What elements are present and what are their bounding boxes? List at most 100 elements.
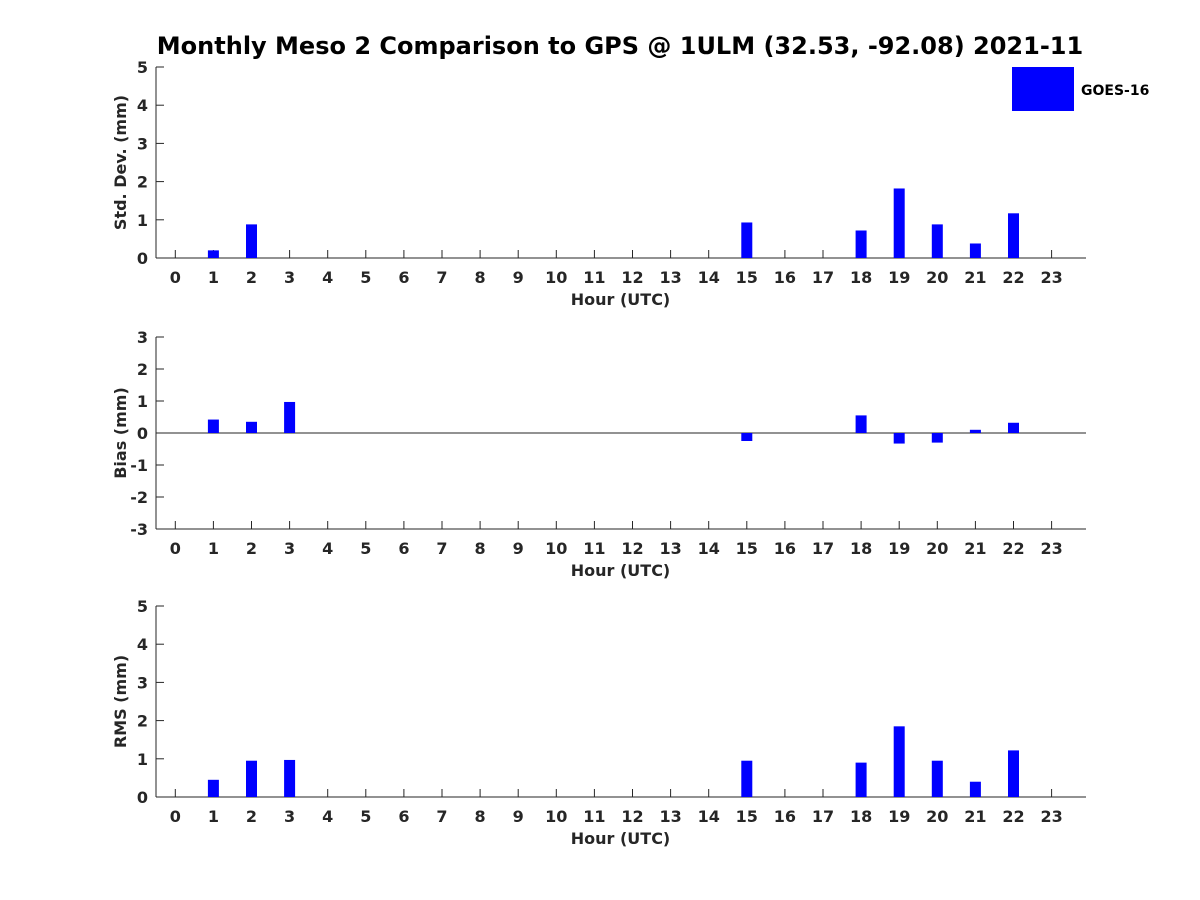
std-dev-bar-hour-21 [969, 243, 981, 258]
rms-x-tick-label: 9 [513, 807, 524, 826]
std-dev-y-axis-label: Std. Dev. (mm) [111, 95, 130, 230]
bias-x-tick-label: 4 [322, 539, 333, 558]
std-dev-x-tick-label: 21 [964, 268, 986, 287]
legend-label: GOES-16 [1081, 83, 1149, 99]
rms-x-tick-label: 16 [774, 807, 796, 826]
std-dev-x-tick-label: 17 [812, 268, 834, 287]
std-dev-x-tick-label: 12 [621, 268, 643, 287]
std-dev-x-tick-label: 15 [736, 268, 758, 287]
bias-x-tick-label: 9 [513, 539, 524, 558]
bias-x-tick-label: 17 [812, 539, 834, 558]
std-dev-x-tick-label: 9 [513, 268, 524, 287]
bias-y-tick-label: 1 [137, 392, 148, 411]
rms-bar-hour-21 [969, 781, 981, 797]
std-dev-x-tick-label: 5 [360, 268, 371, 287]
bias-x-tick-label: 1 [208, 539, 219, 558]
rms-x-tick-label: 12 [621, 807, 643, 826]
bias-bar-hour-15 [741, 433, 753, 441]
std-dev-x-tick-label: 8 [475, 268, 486, 287]
std-dev-x-tick-label: 2 [246, 268, 257, 287]
bias-x-tick-label: 14 [698, 539, 720, 558]
std-dev-x-tick-label: 14 [698, 268, 720, 287]
std-dev-bar-hour-2 [246, 224, 257, 258]
std-dev-x-tick-label: 16 [774, 268, 796, 287]
rms-x-tick-label: 6 [398, 807, 409, 826]
std-dev-x-axis-label: Hour (UTC) [571, 290, 671, 309]
bias-bar-hour-19 [893, 433, 905, 444]
std-dev-x-tick-label: 7 [436, 268, 447, 287]
rms-x-tick-label: 3 [284, 807, 295, 826]
bias-y-axis-label: Bias (mm) [111, 387, 130, 479]
bias-x-tick-label: 15 [736, 539, 758, 558]
std-dev-y-tick-label: 3 [137, 134, 148, 153]
std-dev-x-tick-label: 23 [1040, 268, 1062, 287]
bias-x-tick-label: 2 [246, 539, 257, 558]
bias-x-tick-label: 10 [545, 539, 567, 558]
rms-x-tick-label: 4 [322, 807, 333, 826]
bias-x-tick-label: 5 [360, 539, 371, 558]
std-dev-x-tick-label: 0 [170, 268, 181, 287]
bias-y-tick-label: 2 [137, 360, 148, 379]
rms-x-tick-label: 13 [659, 807, 681, 826]
rms-bar-hour-22 [1008, 750, 1019, 797]
rms-x-tick-label: 23 [1040, 807, 1062, 826]
std-dev-y-tick-label: 5 [137, 58, 148, 77]
rms-bar-hour-2 [246, 760, 257, 797]
rms-x-tick-label: 1 [208, 807, 219, 826]
std-dev-x-tick-label: 13 [659, 268, 681, 287]
figure-title: Monthly Meso 2 Comparison to GPS @ 1ULM … [157, 32, 1083, 60]
bias-bar-hour-21 [969, 429, 981, 433]
bias-x-tick-label: 16 [774, 539, 796, 558]
std-dev-bar-hour-20 [931, 224, 943, 258]
std-dev-bar-hour-1 [207, 250, 219, 258]
rms-y-tick-label: 0 [137, 788, 148, 807]
rms-x-tick-label: 19 [888, 807, 910, 826]
rms-x-tick-label: 7 [436, 807, 447, 826]
bias-x-axis-label: Hour (UTC) [571, 561, 671, 580]
bias-x-tick-label: 12 [621, 539, 643, 558]
std-dev-x-tick-label: 11 [583, 268, 605, 287]
std-dev-x-tick-label: 18 [850, 268, 872, 287]
std-dev-x-tick-label: 10 [545, 268, 567, 287]
bias-y-tick-label: -3 [130, 520, 148, 539]
std-dev-y-tick-label: 2 [137, 173, 148, 192]
rms-x-tick-label: 11 [583, 807, 605, 826]
std-dev-bar-hour-18 [855, 230, 867, 258]
bias-x-tick-label: 6 [398, 539, 409, 558]
rms-y-axis-label: RMS (mm) [111, 655, 130, 748]
std-dev-y-tick-label: 4 [137, 96, 148, 115]
std-dev-x-tick-label: 20 [926, 268, 948, 287]
rms-x-tick-label: 5 [360, 807, 371, 826]
bias-bar-hour-1 [207, 419, 219, 433]
std-dev-y-tick-label: 1 [137, 211, 148, 230]
rms-bar-hour-20 [931, 760, 943, 797]
rms-bar-hour-18 [855, 762, 867, 797]
bias-bar-hour-18 [855, 415, 867, 433]
std-dev-y-tick-label: 0 [137, 249, 148, 268]
bias-x-tick-label: 21 [964, 539, 986, 558]
rms-bar-hour-19 [893, 726, 905, 797]
rms-x-tick-label: 21 [964, 807, 986, 826]
bias-x-tick-label: 18 [850, 539, 872, 558]
rms-x-tick-label: 2 [246, 807, 257, 826]
rms-x-tick-label: 17 [812, 807, 834, 826]
rms-y-tick-label: 5 [137, 597, 148, 616]
rms-x-tick-label: 8 [475, 807, 486, 826]
bias-bar-hour-2 [246, 421, 257, 433]
rms-x-tick-label: 20 [926, 807, 948, 826]
std-dev-bar-hour-22 [1008, 213, 1019, 258]
bias-x-tick-label: 20 [926, 539, 948, 558]
bias-x-tick-label: 23 [1040, 539, 1062, 558]
bias-x-tick-label: 22 [1002, 539, 1024, 558]
rms-y-tick-label: 1 [137, 750, 148, 769]
bias-x-tick-label: 13 [659, 539, 681, 558]
rms-y-tick-label: 3 [137, 673, 148, 692]
rms-x-tick-label: 15 [736, 807, 758, 826]
rms-x-tick-label: 18 [850, 807, 872, 826]
std-dev-bar-hour-15 [741, 222, 753, 258]
rms-bar-hour-1 [207, 779, 219, 797]
